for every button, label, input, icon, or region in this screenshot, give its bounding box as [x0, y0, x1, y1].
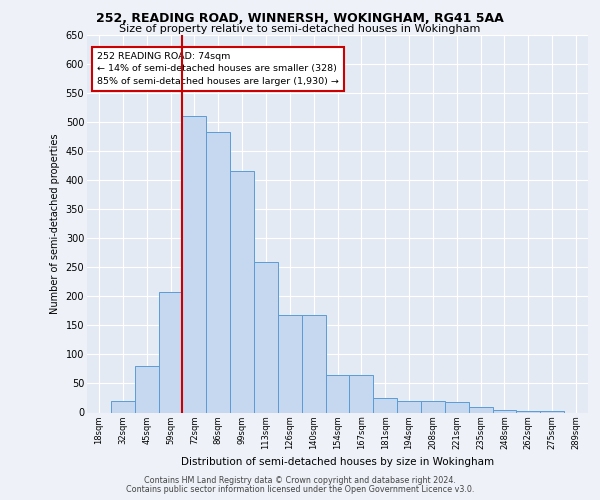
Text: 252, READING ROAD, WINNERSH, WOKINGHAM, RG41 5AA: 252, READING ROAD, WINNERSH, WOKINGHAM, …: [96, 12, 504, 26]
Bar: [469, 406, 493, 412]
Bar: [349, 375, 373, 412]
X-axis label: Distribution of semi-detached houses by size in Wokingham: Distribution of semi-detached houses by …: [181, 458, 494, 468]
Bar: [493, 410, 517, 412]
Bar: [230, 172, 254, 412]
Bar: [421, 401, 445, 412]
Bar: [254, 262, 278, 412]
Bar: [278, 315, 302, 412]
Bar: [206, 132, 230, 412]
Text: Size of property relative to semi-detached houses in Wokingham: Size of property relative to semi-detach…: [119, 24, 481, 34]
Bar: [397, 401, 421, 412]
Bar: [302, 315, 326, 412]
Bar: [135, 366, 158, 412]
Text: Contains HM Land Registry data © Crown copyright and database right 2024.: Contains HM Land Registry data © Crown c…: [144, 476, 456, 485]
Bar: [182, 116, 206, 412]
Bar: [445, 402, 469, 412]
Bar: [373, 398, 397, 412]
Bar: [111, 401, 135, 412]
Text: 252 READING ROAD: 74sqm
← 14% of semi-detached houses are smaller (328)
85% of s: 252 READING ROAD: 74sqm ← 14% of semi-de…: [97, 52, 339, 86]
Bar: [158, 292, 182, 412]
Y-axis label: Number of semi-detached properties: Number of semi-detached properties: [50, 134, 60, 314]
Bar: [326, 375, 349, 412]
Text: Contains public sector information licensed under the Open Government Licence v3: Contains public sector information licen…: [126, 484, 474, 494]
Bar: [517, 411, 540, 412]
